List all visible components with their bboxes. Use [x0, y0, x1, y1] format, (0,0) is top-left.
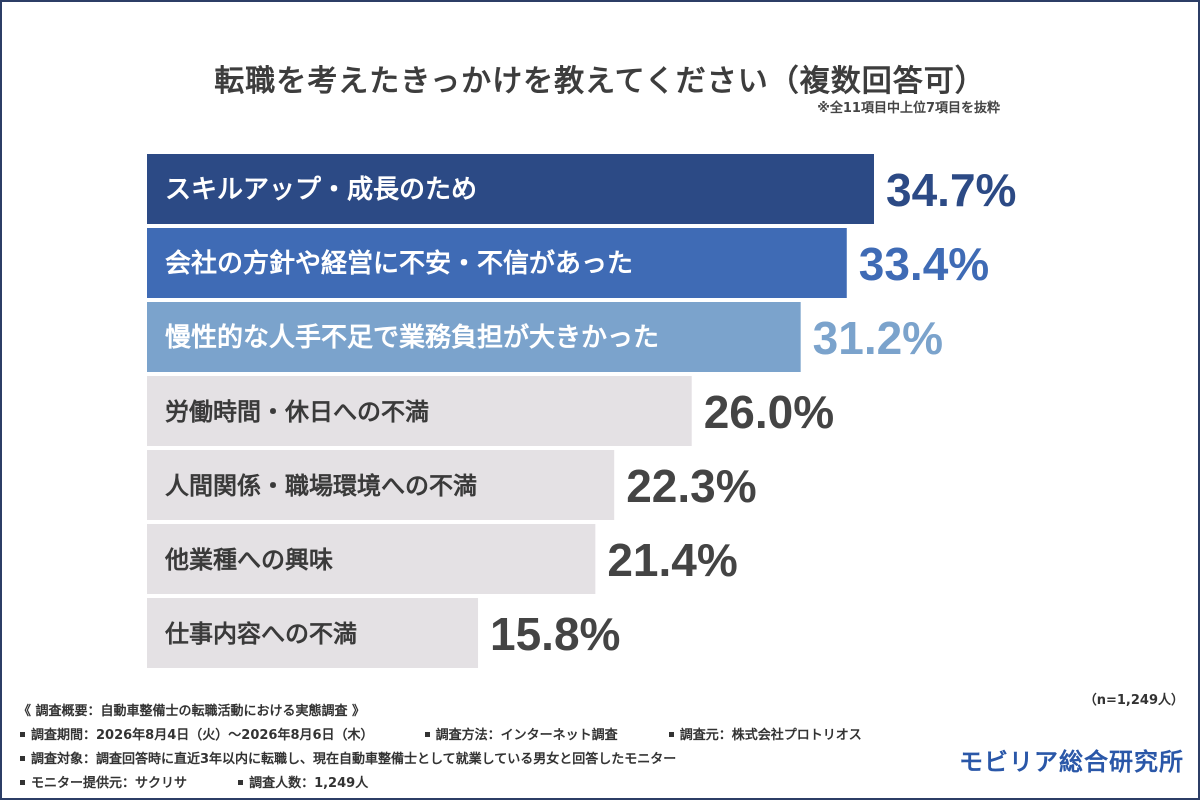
bar-7	[147, 598, 479, 668]
bullet-icon	[238, 780, 244, 785]
bar-5	[147, 450, 615, 520]
bar-1	[147, 154, 874, 224]
survey-method: 調査方法：インターネット調査	[435, 728, 618, 743]
category-label-5: 人間関係・職場環境への不満	[165, 472, 477, 500]
overview-row-2: 調査対象：調査回答時に直近3年以内に転職し、現在自動車整備士として就業している男…	[18, 748, 862, 772]
category-label-6: 他業種への興味	[164, 546, 333, 574]
bullet-icon	[20, 780, 25, 785]
overview-title: 《 調査概要：自動車整備士の転職活動における実態調査 》	[18, 704, 366, 719]
bar-6	[147, 524, 596, 594]
bullet-icon	[20, 732, 25, 737]
sample-size-label: （n=1,249人）	[1083, 693, 1184, 708]
bar-chart: スキルアップ・成長のため 34.7% 会社の方針や経営に不安・不信があった 33.4%…	[147, 154, 1016, 668]
value-label-3: 31.2%	[813, 312, 943, 364]
monitor-provider: モニター提供元：サクリサ	[31, 776, 188, 791]
bullet-icon	[20, 756, 25, 761]
overview-row-1: 調査期間：2026年8月4日（火）〜2026年8月6日（木） 調査方法：インター…	[18, 724, 862, 748]
chart-title: 転職を考えたきっかけを教えてください（複数回答可）	[214, 64, 986, 99]
value-label-4: 26.0%	[704, 386, 834, 438]
value-label-2: 33.4%	[859, 238, 989, 290]
bar-2	[147, 228, 847, 298]
survey-source: 調査元：株式会社プロトリオス	[679, 728, 862, 743]
value-label-5: 22.3%	[626, 460, 756, 512]
brand-logo: モビリア総合研究所	[959, 748, 1184, 776]
category-label-3: 慢性的な人手不足で業務負担が大きかった	[165, 322, 659, 353]
value-label-7: 15.8%	[490, 608, 620, 660]
survey-count: 調査人数：1,249人	[249, 776, 369, 791]
value-label-1: 34.7%	[886, 164, 1016, 216]
survey-period: 調査期間：2026年8月4日（火）〜2026年8月6日（木）	[31, 728, 374, 743]
value-label-6: 21.4%	[607, 534, 737, 586]
category-label-1: スキルアップ・成長のため	[165, 175, 477, 205]
survey-target: 調査対象：調査回答時に直近3年以内に転職し、現在自動車整備士として就業している男…	[31, 752, 677, 767]
bullet-icon	[424, 732, 430, 737]
survey-overview: 《 調査概要：自動車整備士の転職活動における実態調査 》 調査期間：2026年8…	[18, 700, 862, 796]
chart-note: ※全11項目中上位7項目を抜粋	[817, 101, 1000, 116]
overview-row-3: モニター提供元：サクリサ 調査人数：1,249人	[18, 772, 862, 796]
category-label-2: 会社の方針や経営に不安・不信があった	[165, 248, 633, 279]
bar-4	[147, 376, 692, 446]
category-label-4: 労働時間・休日への不満	[165, 398, 429, 426]
category-label-7: 仕事内容への不満	[164, 620, 357, 648]
bullet-icon	[668, 732, 674, 737]
bar-3	[147, 302, 801, 372]
